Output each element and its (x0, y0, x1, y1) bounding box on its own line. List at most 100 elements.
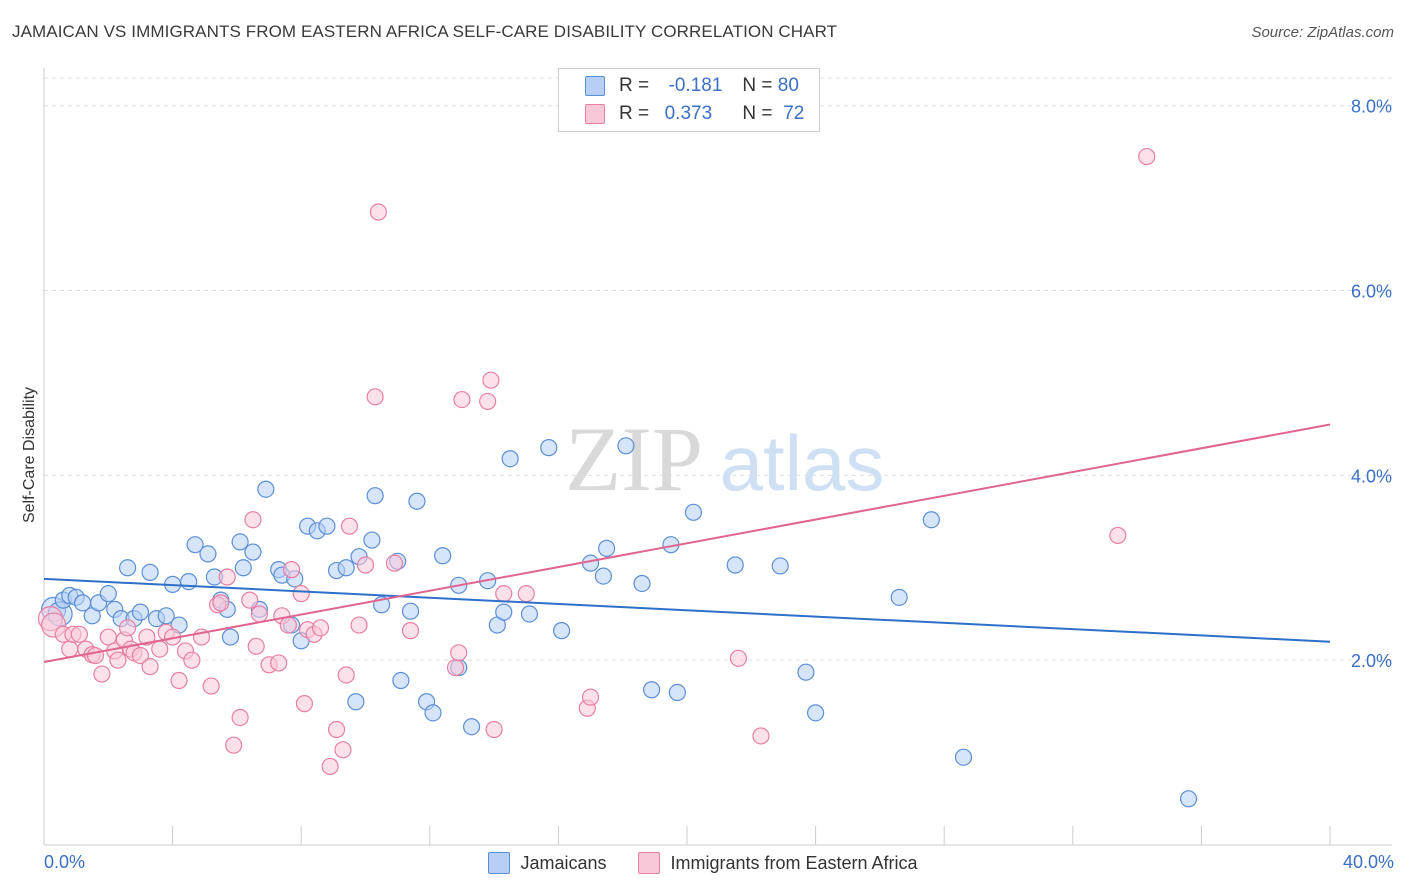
legend-swatch-eastern-africa (638, 852, 661, 874)
point-jamaicans (520, 605, 539, 623)
point-jamaicans (157, 607, 175, 625)
point-eastern-africa (337, 666, 355, 684)
point-jamaicans (684, 503, 703, 521)
point-eastern-africa (247, 637, 265, 655)
point-jamaicans (633, 574, 651, 593)
point-jamaicans (462, 718, 481, 736)
point-eastern-africa (366, 388, 384, 406)
point-jamaicans (553, 622, 571, 640)
point-eastern-africa (292, 585, 310, 603)
y-tick-label: 6.0% (1351, 282, 1392, 302)
point-eastern-africa (225, 736, 243, 754)
point-jamaicans (495, 603, 513, 621)
series-legend: Jamaicans Immigrants from Eastern Africa (0, 852, 1406, 874)
point-eastern-africa (495, 585, 513, 603)
point-eastern-africa (356, 556, 375, 574)
point-jamaicans (408, 492, 426, 510)
point-eastern-africa (202, 677, 220, 695)
point-eastern-africa (752, 727, 770, 745)
point-eastern-africa (479, 392, 497, 411)
point-eastern-africa (340, 517, 359, 535)
point-jamaicans (99, 585, 117, 603)
n-value: 72 (783, 103, 805, 124)
point-eastern-africa (350, 616, 368, 634)
x-tick-label-max: 40.0% (1342, 852, 1394, 872)
legend-swatch-pink (585, 104, 605, 124)
stats-legend: R = -0.181 N = 80 R = 0.373 N = 72 (558, 68, 820, 132)
point-jamaicans (890, 588, 908, 606)
point-jamaicans (180, 573, 198, 591)
point-eastern-africa (279, 616, 297, 634)
point-jamaicans (581, 554, 600, 572)
point-jamaicans (922, 511, 940, 529)
axes (43, 68, 1392, 846)
point-jamaicans (118, 559, 137, 577)
r-label: R = (619, 103, 650, 124)
point-jamaicans (643, 681, 661, 699)
point-eastern-africa (282, 561, 301, 579)
watermark-zip: ZIP (565, 408, 703, 510)
trend-line-eastern-africa (43, 423, 1331, 664)
point-jamaicans (141, 563, 159, 581)
point-jamaicans (392, 671, 410, 690)
legend-label-eastern-africa: Immigrants from Eastern Africa (670, 852, 918, 873)
point-eastern-africa (86, 646, 105, 665)
point-jamaicans (668, 683, 686, 702)
point-eastern-africa (1109, 526, 1127, 545)
point-jamaicans (434, 547, 452, 565)
point-jamaicans (797, 663, 815, 681)
trend-lines (43, 423, 1331, 664)
point-jamaicans (257, 480, 275, 498)
point-jamaicans (221, 628, 240, 646)
point-eastern-africa (369, 203, 387, 221)
legend-row-jamaicans: R = -0.181 N = 80 (585, 73, 799, 99)
y-tick-label: 8.0% (1351, 97, 1392, 117)
point-eastern-africa (244, 511, 262, 529)
point-eastern-africa (321, 757, 339, 776)
point-eastern-africa (131, 646, 150, 665)
point-jamaicans (366, 487, 384, 505)
point-eastern-africa (446, 658, 465, 677)
point-eastern-africa (61, 640, 79, 658)
watermark: ZIP atlas (565, 408, 884, 510)
data-points (37, 147, 1198, 808)
point-eastern-africa (482, 371, 500, 389)
point-jamaicans (363, 531, 381, 549)
r-value: 0.373 (664, 103, 713, 124)
point-eastern-africa (250, 605, 269, 623)
point-eastern-africa (138, 628, 156, 646)
y-tick-label: 2.0% (1351, 651, 1392, 671)
r-value: -0.181 (668, 75, 723, 96)
point-jamaicans (1179, 790, 1198, 808)
point-jamaicans (806, 704, 825, 722)
legend-item-jamaicans: Jamaicans (488, 852, 606, 874)
point-eastern-africa (141, 658, 159, 676)
legend-label-jamaicans: Jamaicans (520, 852, 607, 873)
chart-title: JAMAICAN VS IMMIGRANTS FROM EASTERN AFRI… (12, 22, 838, 41)
point-eastern-africa (218, 568, 236, 586)
point-jamaicans (347, 693, 365, 711)
point-eastern-africa (241, 591, 259, 609)
point-eastern-africa (311, 619, 330, 637)
trend-line-jamaicans (43, 577, 1331, 643)
point-eastern-africa (517, 585, 535, 603)
point-eastern-africa (231, 708, 249, 727)
point-eastern-africa (401, 622, 420, 640)
point-jamaicans (199, 545, 217, 563)
point-eastern-africa (581, 688, 600, 706)
point-jamaicans (954, 748, 973, 766)
point-jamaicans (771, 557, 789, 575)
point-jamaicans (401, 602, 420, 620)
point-eastern-africa (450, 644, 468, 662)
point-jamaicans (617, 437, 635, 455)
point-eastern-africa (151, 640, 169, 658)
point-eastern-africa (729, 649, 748, 667)
point-jamaicans (501, 450, 519, 468)
point-eastern-africa (70, 625, 88, 643)
point-eastern-africa (327, 720, 346, 739)
point-eastern-africa (385, 554, 404, 572)
point-jamaicans (594, 567, 613, 585)
point-jamaicans (424, 704, 442, 722)
legend-row-eastern-africa: R = 0.373 N = 72 (585, 101, 810, 127)
